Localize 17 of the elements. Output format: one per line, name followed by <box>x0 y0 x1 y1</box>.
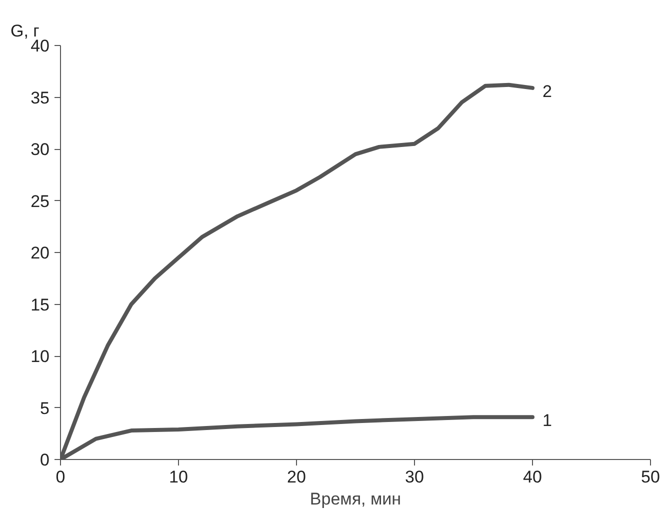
y-tick-label: 25 <box>30 192 50 211</box>
x-tick-label: 30 <box>405 468 424 486</box>
x-tick-label: 20 <box>287 468 306 486</box>
x-tick-label: 10 <box>169 468 188 486</box>
x-tick-label: 0 <box>56 468 66 486</box>
y-tick-label: 0 <box>40 450 50 470</box>
y-tick-label: 15 <box>30 295 50 314</box>
x-tick-label: 40 <box>523 468 542 486</box>
y-tick-label: 10 <box>30 347 50 366</box>
y-tick-label: 5 <box>40 398 50 418</box>
series-label: 1 <box>542 411 552 430</box>
x-axis-title: Время, мин <box>310 490 402 508</box>
series-label: 2 <box>542 82 552 101</box>
x-tick-label: 50 <box>641 468 660 486</box>
y-tick-label: 20 <box>30 244 50 262</box>
y-tick-label: 30 <box>30 140 50 159</box>
y-tick-label: 35 <box>30 88 50 108</box>
